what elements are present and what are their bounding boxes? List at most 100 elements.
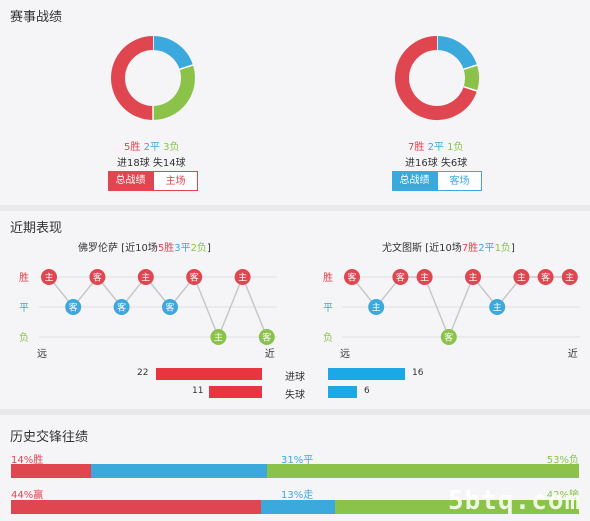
away-form-prefix: [近10场	[422, 243, 462, 254]
away-form-match-venue-label: 客	[541, 272, 550, 284]
home-form-trend-line	[48, 274, 268, 340]
away-loss-count: 1负	[447, 142, 464, 153]
home-form-match-marker[interactable]	[65, 299, 82, 315]
away-form-wins: 7胜	[461, 243, 479, 254]
away-form-match-marker[interactable]	[392, 269, 409, 285]
away-goals-scored-bar	[328, 368, 405, 380]
home-goals-scored-value: 22	[137, 368, 149, 378]
away-form-match-marker[interactable]	[489, 299, 506, 315]
home-form-near-label: 近	[265, 347, 275, 360]
away-form-match-marker[interactable]	[537, 269, 554, 285]
h2h-handicap-push-pct: 13%走	[281, 490, 314, 501]
home-form-losses: 2负	[190, 243, 207, 254]
home-form-match-marker[interactable]	[89, 269, 106, 285]
home-donut-loss-slice	[152, 65, 195, 120]
home-form-prefix: [近10场	[118, 243, 158, 254]
home-goals-conceded-value: 11	[192, 386, 204, 396]
home-form-match-marker[interactable]	[113, 299, 130, 315]
h2h-handicap-win-pct: 44%赢	[11, 490, 44, 501]
home-draw-count: 2平	[143, 142, 160, 153]
away-donut-slice-separator	[463, 85, 478, 92]
away-form-match-venue-label: 主	[565, 272, 574, 284]
h2h-loss-pct: 53%负	[546, 455, 579, 466]
h2h-win-segment	[11, 464, 91, 478]
home-form-match-venue-label: 主	[214, 332, 223, 344]
away-form-trend-line	[351, 275, 570, 340]
season-record-title: 赛事战绩	[10, 10, 63, 25]
h2h-handicap-loss-pct: 42%输	[546, 490, 579, 501]
h2h-draw-pct: 31%平	[281, 455, 314, 466]
home-donut-draw-slice	[152, 36, 193, 70]
home-goals-summary: 进18球 失14球	[117, 158, 186, 169]
away-donut-slice-separator	[463, 64, 478, 71]
home-form-match-marker[interactable]	[41, 269, 57, 285]
home-form-row-label-loss: 负	[19, 331, 29, 344]
h2h-loss-segment	[266, 464, 579, 478]
home-form-match-marker[interactable]	[210, 329, 227, 345]
home-form-match-venue-label: 客	[165, 302, 174, 314]
h2h-handicap-loss-segment	[334, 500, 579, 514]
home-goals-scored-bar	[156, 368, 262, 380]
home-form-match-venue-label: 主	[44, 272, 53, 284]
away-donut-loss-slice	[463, 65, 479, 91]
h2h-handicap-bar	[11, 500, 579, 514]
away-form-row-label-loss: 负	[323, 331, 333, 344]
h2h-result-bar	[11, 464, 579, 478]
home-form-row-label-win: 胜	[19, 272, 29, 284]
home-form-match-venue-label: 客	[262, 332, 271, 344]
goals-scored-label: 进球	[285, 372, 305, 383]
away-form-losses: 1负	[494, 243, 511, 254]
home-goals-conceded-bar	[209, 386, 262, 398]
away-goals-conceded-value: 6	[364, 386, 370, 396]
home-form-far-label: 远	[37, 348, 47, 360]
away-draw-count: 2平	[427, 142, 444, 153]
home-form-match-venue-label: 客	[190, 272, 199, 284]
h2h-win-pct: 14%胜	[11, 455, 44, 466]
away-form-match-venue-label: 主	[372, 302, 381, 314]
away-form-match-marker[interactable]	[344, 269, 360, 285]
away-form-chart: 胜平负客主客 主客主主主客主远近	[323, 269, 580, 360]
away-total-record-tab[interactable]: 总战绩	[392, 171, 437, 191]
season-record-panel: 赛事战绩 5胜 2平 3负 进18球 失14球 总战绩 主场 7胜 2平 1负 …	[0, 0, 590, 205]
home-form-match-venue-label: 主	[238, 272, 247, 284]
goals-conceded-label: 失球	[285, 390, 305, 401]
home-form-chart: 胜平负主客客客主客客主主客远近	[19, 269, 277, 360]
home-donut-slice-separator	[179, 64, 194, 71]
away-form-header: 尤文图斯 [近10场7胜2平1负]	[382, 239, 515, 254]
away-form-match-marker[interactable]	[561, 269, 578, 285]
away-goals-conceded-bar	[328, 386, 357, 398]
away-win-count: 7胜	[408, 142, 425, 153]
history-panel: 历史交锋往绩 14%胜 31%平 53%负 44%赢 13%走 42%输	[0, 415, 590, 521]
home-wdl-summary: 5胜 2平 3负	[124, 138, 180, 153]
away-team-name: 尤文图斯	[382, 243, 422, 254]
away-form-far-label: 远	[340, 348, 350, 360]
recent-form-title: 近期表现	[10, 221, 63, 236]
home-form-match-venue-label: 客	[93, 272, 102, 284]
home-form-match-venue-label: 客	[117, 302, 126, 314]
away-form-match-venue-label: 主	[420, 272, 429, 284]
away-form-match-marker[interactable]	[416, 269, 433, 285]
home-record-donut	[111, 36, 195, 120]
home-form-match-venue-label: 主	[141, 272, 150, 284]
home-team-name: 佛罗伦萨	[78, 243, 118, 254]
away-donut-win-slice	[395, 36, 477, 120]
home-form-match-marker[interactable]	[137, 269, 154, 285]
history-title: 历史交锋往绩	[10, 430, 89, 445]
home-form-match-marker[interactable]	[234, 269, 251, 285]
away-form-match-marker[interactable]	[368, 299, 385, 315]
home-form-row-label-draw: 平	[19, 303, 29, 314]
away-form-match-marker[interactable]	[465, 269, 481, 285]
away-form-match-venue-label: 主	[493, 302, 502, 314]
home-venue-tab[interactable]: 主场	[153, 171, 198, 191]
home-form-match-marker[interactable]	[258, 329, 275, 345]
away-venue-tab[interactable]: 客场	[437, 171, 482, 191]
recent-form-panel: 近期表现 佛罗伦萨 [近10场5胜3平2负] 尤文图斯 [近10场7胜2平1负]…	[0, 211, 590, 409]
home-total-record-tab[interactable]: 总战绩	[108, 171, 153, 191]
home-form-wins: 5胜	[157, 243, 175, 254]
away-form-match-marker[interactable]	[513, 269, 530, 285]
home-form-match-marker[interactable]	[186, 269, 203, 285]
home-form-match-marker[interactable]	[162, 299, 178, 315]
home-win-count: 5胜	[124, 142, 141, 153]
away-form-near-label: 近	[568, 347, 578, 360]
away-form-match-marker[interactable]	[440, 329, 457, 345]
